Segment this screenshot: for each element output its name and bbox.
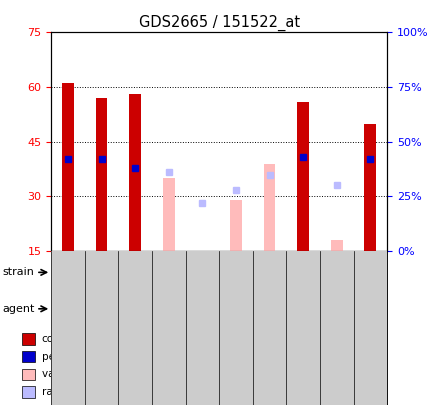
Bar [186, 292, 219, 326]
Bar [264, 164, 275, 251]
Text: untreat-
ed: untreat- ed [216, 298, 256, 320]
Bar [219, 292, 253, 326]
Text: p53 mutant: p53 mutant [291, 267, 349, 277]
Text: radiation: radiation [264, 304, 308, 314]
Bar [253, 255, 387, 290]
Text: count: count [42, 334, 71, 344]
Bar [297, 102, 309, 251]
Bar [22, 369, 35, 380]
Text: untreated: untreated [128, 304, 176, 314]
Bar [22, 386, 35, 398]
Bar [186, 255, 253, 290]
Bar [96, 98, 107, 251]
Title: GDS2665 / 151522_at: GDS2665 / 151522_at [138, 15, 300, 31]
Text: radiati-
on: radiati- on [185, 298, 220, 320]
Bar [331, 240, 343, 251]
Bar [320, 292, 387, 326]
Bar [22, 333, 35, 345]
Text: percentile rank within the sample: percentile rank within the sample [42, 352, 218, 362]
Bar [230, 200, 242, 251]
Bar [22, 351, 35, 362]
Text: strain: strain [3, 267, 34, 277]
Bar [62, 83, 74, 251]
Bar [364, 124, 376, 251]
Text: wild type strain w1118: wild type strain w1118 [63, 267, 174, 277]
Bar [163, 178, 174, 251]
Bar [51, 255, 186, 290]
Text: wild type
strain yw: wild type strain yw [197, 262, 242, 283]
Bar [253, 292, 320, 326]
Text: rank, Detection Call = ABSENT: rank, Detection Call = ABSENT [42, 387, 202, 397]
Bar [197, 251, 208, 255]
Text: value, Detection Call = ABSENT: value, Detection Call = ABSENT [42, 369, 207, 379]
Text: untreated: untreated [329, 304, 378, 314]
Text: radiation: radiation [63, 304, 107, 314]
Bar [51, 292, 118, 326]
Bar [118, 292, 186, 326]
Bar [129, 94, 141, 251]
Text: agent: agent [2, 304, 34, 314]
